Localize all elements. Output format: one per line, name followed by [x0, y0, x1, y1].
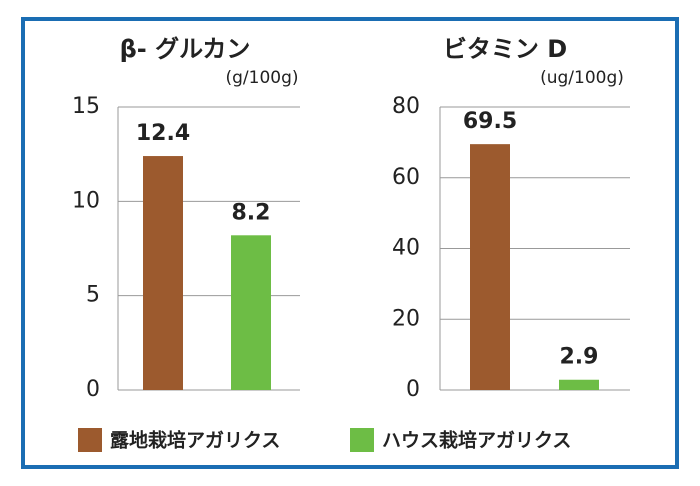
legend-label: ハウス栽培アガリクス — [382, 429, 571, 452]
chart-title: ビタミン D — [443, 35, 567, 63]
legend-label: 露地栽培アガリクス — [110, 429, 280, 452]
y-tick-label: 60 — [392, 165, 420, 190]
value-label: 8.2 — [232, 200, 271, 225]
chart-subtitle: (g/100g) — [225, 68, 298, 88]
y-tick-label: 15 — [72, 94, 100, 119]
bar — [470, 144, 510, 390]
frame — [21, 17, 679, 469]
y-tick-label: 20 — [392, 306, 420, 331]
y-tick-label: 80 — [392, 94, 420, 119]
value-label: 12.4 — [136, 121, 190, 146]
y-tick-label: 10 — [72, 188, 100, 213]
legend-swatch — [78, 428, 102, 452]
value-label: 2.9 — [560, 345, 599, 370]
bar — [143, 156, 183, 390]
y-tick-label: 5 — [86, 283, 100, 308]
value-label: 69.5 — [463, 109, 517, 134]
bar — [231, 235, 271, 390]
y-tick-label: 40 — [392, 236, 420, 261]
legend-swatch — [350, 428, 374, 452]
chart-subtitle: (ug/100g) — [540, 68, 624, 88]
chart-title: β- グルカン — [120, 35, 251, 63]
bar — [559, 379, 599, 390]
y-tick-label: 0 — [86, 377, 100, 402]
y-tick-label: 0 — [406, 377, 420, 402]
